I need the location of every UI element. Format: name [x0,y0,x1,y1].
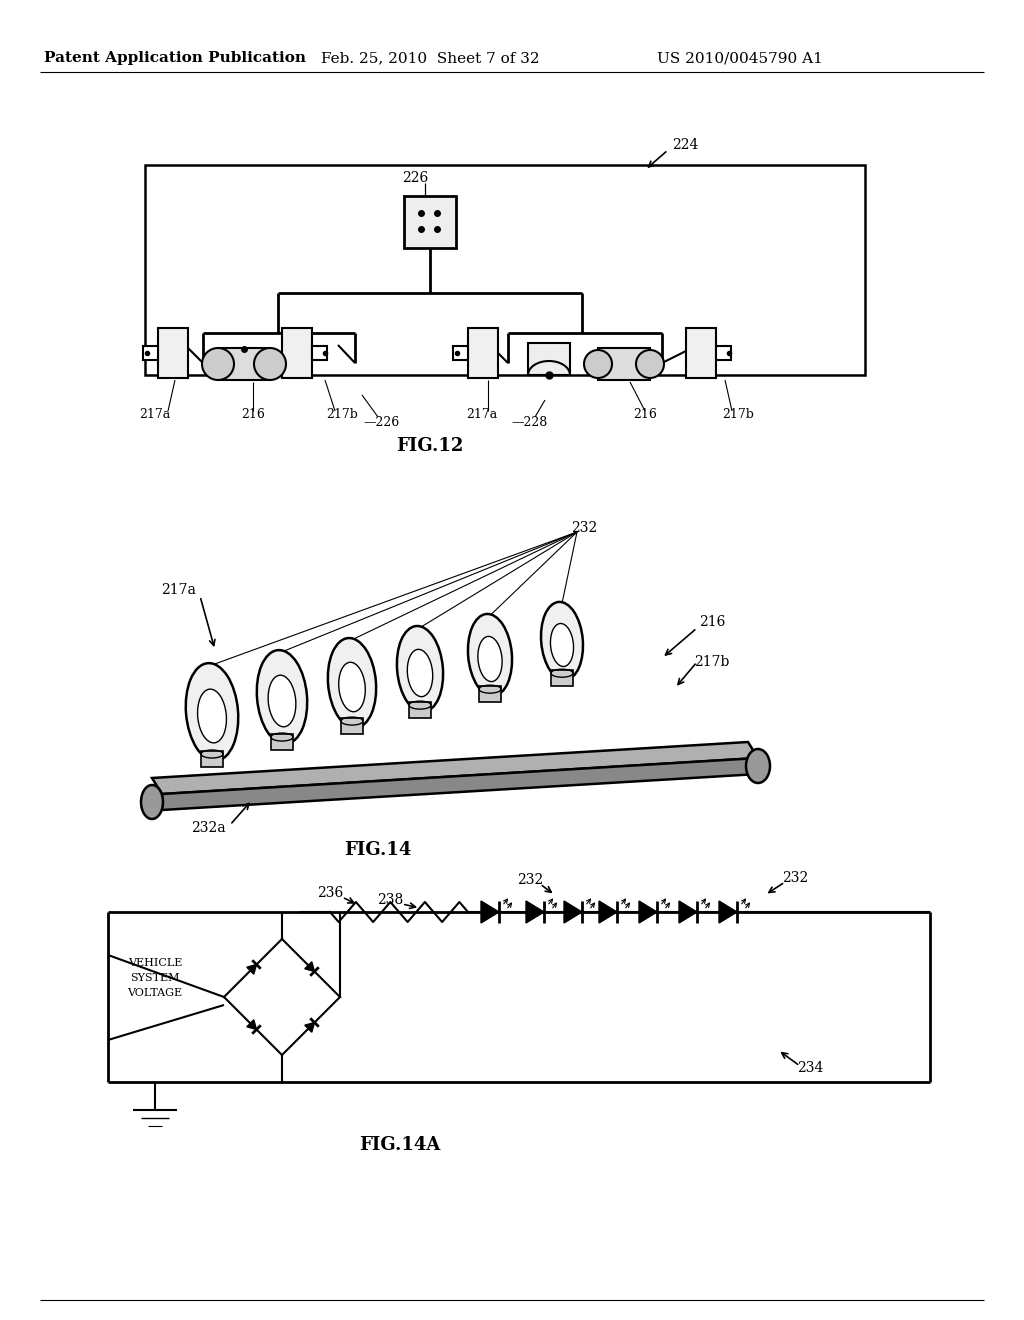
Polygon shape [481,902,499,923]
Ellipse shape [408,649,433,697]
Text: 234: 234 [797,1061,823,1074]
Bar [716,346,731,360]
Ellipse shape [257,649,307,744]
Ellipse shape [397,626,443,711]
Ellipse shape [141,785,163,818]
Bar [598,348,650,380]
Text: 226: 226 [401,172,428,185]
Text: 217a: 217a [161,583,196,597]
Ellipse shape [198,689,226,743]
Text: 238: 238 [377,894,403,907]
Text: FIG.12: FIG.12 [396,437,464,455]
Polygon shape [599,902,617,923]
Polygon shape [162,758,758,810]
Text: US 2010/0045790 A1: US 2010/0045790 A1 [657,51,823,65]
Circle shape [254,348,286,380]
Text: Patent Application Publication: Patent Application Publication [44,51,306,65]
Text: —226: —226 [364,416,400,429]
Text: 217b: 217b [326,408,358,421]
Bar [158,327,188,378]
Ellipse shape [268,676,296,727]
Ellipse shape [551,623,573,667]
Bar [468,327,498,378]
Bar [551,671,573,686]
Polygon shape [564,902,582,923]
Bar [271,734,293,750]
Text: Feb. 25, 2010  Sheet 7 of 32: Feb. 25, 2010 Sheet 7 of 32 [321,51,540,65]
Text: 232: 232 [782,871,808,884]
Bar [409,702,431,718]
Bar [479,686,501,702]
Circle shape [584,350,612,378]
Bar [312,346,327,360]
Text: FIG.14A: FIG.14A [359,1137,440,1154]
Polygon shape [679,902,697,923]
Bar [404,195,456,248]
Bar [218,348,270,380]
Text: 217a: 217a [139,408,171,421]
Text: FIG.14: FIG.14 [344,841,412,859]
Bar [145,165,865,375]
Text: 232a: 232a [190,821,225,836]
Bar [201,751,223,767]
Polygon shape [639,902,657,923]
Polygon shape [305,962,314,972]
Polygon shape [247,965,256,974]
Text: VOLTAGE: VOLTAGE [127,987,182,998]
Bar [686,327,716,378]
Text: VEHICLE: VEHICLE [128,958,182,968]
Polygon shape [247,1020,256,1030]
Text: 217a: 217a [466,408,498,421]
Circle shape [636,350,664,378]
Bar [282,327,312,378]
Text: 236: 236 [316,886,343,900]
Text: —228: —228 [512,416,548,429]
Polygon shape [152,742,758,795]
Polygon shape [305,1023,314,1032]
Polygon shape [719,902,737,923]
Text: 217b: 217b [722,408,754,421]
Text: 216: 216 [241,408,265,421]
Circle shape [202,348,234,380]
Polygon shape [526,902,544,923]
Text: 232: 232 [570,521,597,535]
Bar [453,346,468,360]
Text: 224: 224 [672,139,698,152]
Text: 216: 216 [698,615,725,630]
Ellipse shape [541,602,583,680]
Text: 217b: 217b [694,655,730,669]
Ellipse shape [478,636,502,681]
Ellipse shape [746,748,770,783]
Text: 232: 232 [517,873,543,887]
Bar [528,343,570,375]
Ellipse shape [468,614,512,696]
Ellipse shape [328,638,376,727]
Text: 216: 216 [633,408,657,421]
Ellipse shape [339,663,366,711]
Text: SYSTEM: SYSTEM [130,973,180,983]
Bar [341,718,362,734]
Bar [143,346,158,360]
Ellipse shape [185,663,239,760]
